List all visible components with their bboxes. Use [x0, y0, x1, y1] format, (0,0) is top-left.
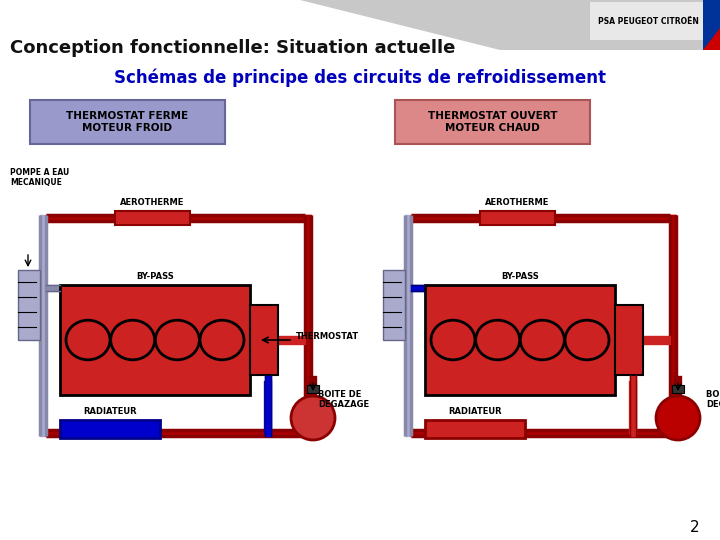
Text: RADIATEUR: RADIATEUR: [448, 407, 502, 416]
Text: THERMOSTAT OUVERT
MOTEUR CHAUD: THERMOSTAT OUVERT MOTEUR CHAUD: [428, 111, 557, 133]
Bar: [480, 211, 555, 225]
Ellipse shape: [66, 320, 110, 360]
Bar: [425, 285, 615, 395]
Ellipse shape: [521, 320, 564, 360]
Text: BY-PASS: BY-PASS: [136, 272, 174, 281]
Ellipse shape: [476, 320, 520, 360]
Bar: [425, 420, 525, 438]
Bar: [590, 2, 710, 40]
Ellipse shape: [156, 320, 199, 360]
Text: AEROTHERME: AEROTHERME: [485, 198, 549, 207]
Polygon shape: [703, 28, 720, 50]
Ellipse shape: [111, 320, 155, 360]
Polygon shape: [300, 0, 720, 50]
Ellipse shape: [200, 320, 244, 360]
Bar: [615, 305, 643, 375]
Bar: [672, 385, 684, 393]
Text: 2: 2: [690, 521, 700, 536]
Bar: [250, 305, 278, 375]
Bar: [30, 100, 225, 144]
Circle shape: [291, 396, 335, 440]
Ellipse shape: [565, 320, 609, 360]
Bar: [395, 100, 590, 144]
Text: BOITE DE
DEGAZAGE: BOITE DE DEGAZAGE: [706, 390, 720, 409]
Text: BOITE DE
DEGAZAGE: BOITE DE DEGAZAGE: [318, 390, 369, 409]
Text: RADIATEUR: RADIATEUR: [84, 407, 137, 416]
Bar: [60, 420, 160, 438]
Bar: [307, 385, 319, 393]
Bar: [703, 0, 720, 50]
Bar: [383, 270, 405, 340]
Text: BY-PASS: BY-PASS: [501, 272, 539, 281]
Text: AEROTHERME: AEROTHERME: [120, 198, 185, 207]
Bar: [115, 211, 190, 225]
Text: THERMOSTAT: THERMOSTAT: [296, 332, 359, 341]
Bar: [18, 270, 40, 340]
Bar: [60, 285, 250, 395]
Text: PSA PEUGEOT CITROËN: PSA PEUGEOT CITROËN: [598, 17, 698, 26]
Text: THERMOSTAT FERME
MOTEUR FROID: THERMOSTAT FERME MOTEUR FROID: [66, 111, 189, 133]
Text: POMPE A EAU
MECANIQUE: POMPE A EAU MECANIQUE: [10, 168, 69, 187]
Text: Conception fonctionnelle: Situation actuelle: Conception fonctionnelle: Situation actu…: [10, 39, 455, 57]
Text: Schémas de principe des circuits de refroidissement: Schémas de principe des circuits de refr…: [114, 69, 606, 87]
Ellipse shape: [431, 320, 475, 360]
Circle shape: [656, 396, 700, 440]
